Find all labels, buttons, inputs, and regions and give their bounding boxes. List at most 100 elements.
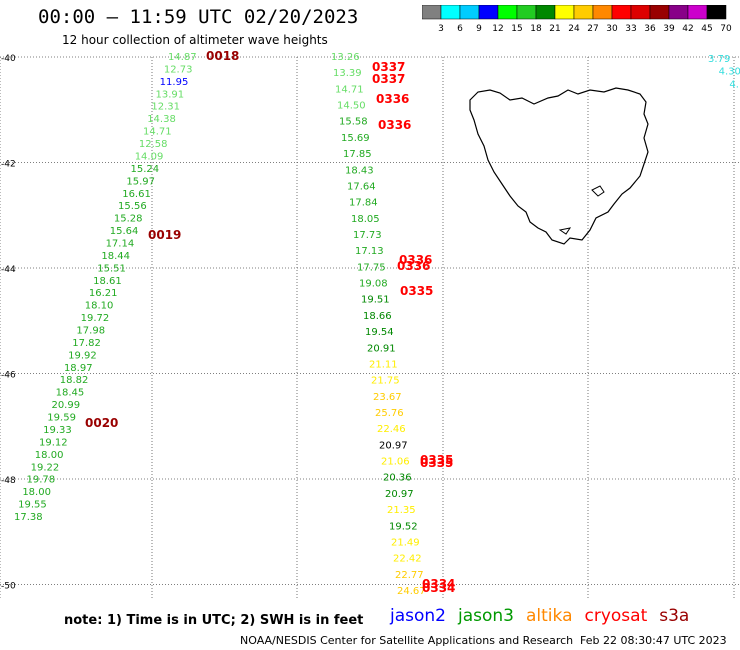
scale-tick-label: 45 bbox=[701, 24, 712, 34]
wave-height-label: 15.56 bbox=[118, 201, 147, 212]
wave-height-label: 11.95 bbox=[160, 77, 189, 88]
track-central: 13.26 13.39 14.71 14.50 15.58 15.69 17.85 18.43… bbox=[331, 52, 455, 597]
wave-height-label: 25.76 bbox=[375, 408, 404, 419]
pass-time-label: 0336 bbox=[378, 118, 411, 132]
wave-height-label: 17.13 bbox=[355, 246, 384, 257]
wave-height-label: 3.79 bbox=[708, 54, 730, 65]
wave-height-label: 22.46 bbox=[377, 424, 406, 435]
pass-time-label: 0336 bbox=[376, 92, 409, 106]
wave-height-label: 12.58 bbox=[139, 139, 168, 150]
wave-height-label: 21.06 bbox=[381, 457, 410, 468]
lat-label: -50 bbox=[1, 582, 16, 592]
satellite-legend: jason2 jason3 altika cryosat s3a bbox=[390, 606, 701, 626]
map-grid bbox=[0, 56, 740, 600]
satellite-cryosat: cryosat bbox=[584, 606, 648, 626]
wave-height-label: 13.91 bbox=[156, 89, 185, 100]
pass-time-label: 0335 bbox=[420, 456, 453, 470]
wave-height-label: 4.30 bbox=[719, 67, 740, 78]
wave-height-label: 14.87 bbox=[168, 52, 197, 63]
pass-time-label: 0020 bbox=[85, 416, 118, 430]
wave-height-label: 19.59 bbox=[47, 413, 76, 424]
scale-tick-label: 70 bbox=[720, 24, 732, 34]
pass-time-label: 0018 bbox=[206, 49, 239, 63]
wave-height-label: 18.43 bbox=[345, 165, 374, 176]
wave-height-label: 18.05 bbox=[351, 214, 380, 225]
wave-height-label: 19.92 bbox=[68, 350, 97, 361]
wave-height-label: 21.49 bbox=[391, 537, 420, 548]
wave-height-label: 17.64 bbox=[347, 181, 376, 192]
wave-height-label: 22.42 bbox=[393, 554, 422, 565]
wave-height-label: 19.54 bbox=[365, 327, 394, 338]
wave-height-label: 19.12 bbox=[39, 437, 68, 448]
scale-tick-label: 42 bbox=[682, 24, 693, 34]
wave-height-label: 14.50 bbox=[337, 101, 366, 112]
footer-note: note: 1) Time is in UTC; 2) SWH is in fe… bbox=[64, 613, 364, 628]
wave-height-label: 18.97 bbox=[64, 363, 93, 374]
scale-tick-label: 30 bbox=[606, 24, 618, 34]
scale-tick-label: 15 bbox=[511, 24, 522, 34]
lat-label: -48 bbox=[1, 476, 16, 486]
wave-height-label: 19.08 bbox=[359, 279, 388, 290]
satellite-s3a: s3a bbox=[659, 606, 690, 626]
wave-height-label: 17.84 bbox=[349, 198, 378, 209]
wave-height-label: 19.22 bbox=[31, 462, 60, 473]
scale-tick-label: 6 bbox=[457, 24, 463, 34]
wave-height-label: 17.14 bbox=[106, 238, 135, 249]
wave-height-label: 18.00 bbox=[22, 487, 51, 498]
tasmania-inlet bbox=[558, 185, 605, 235]
pass-time-label: 0336 bbox=[397, 259, 430, 273]
wave-height-label: 20.99 bbox=[51, 400, 80, 411]
wave-height-label: 22.77 bbox=[395, 570, 424, 581]
pass-time-label: 0337 bbox=[372, 72, 405, 86]
wave-height-label: 17.38 bbox=[14, 512, 43, 523]
scale-tick-label: 33 bbox=[625, 24, 636, 34]
page-subtitle: 12 hour collection of altimeter wave hei… bbox=[62, 33, 328, 47]
wave-height-label: 12.73 bbox=[164, 64, 193, 75]
wave-height-label: 23.67 bbox=[373, 392, 402, 403]
wave-height-label: 19.72 bbox=[81, 313, 110, 324]
pass-time-label: 0337 bbox=[372, 60, 405, 74]
track-east: 3.794.304.14. bbox=[708, 54, 740, 90]
footer-timestamp: Feb 22 08:30:47 UTC 2023 bbox=[580, 634, 727, 647]
wave-height-label: 18.82 bbox=[60, 375, 89, 386]
wave-height-label: 17.98 bbox=[76, 326, 105, 337]
scale-tick-label: 36 bbox=[644, 24, 656, 34]
wave-height-label: 13.26 bbox=[331, 52, 360, 63]
wave-height-label: 18.61 bbox=[93, 276, 122, 287]
pass-time-label: 0335 bbox=[420, 453, 453, 467]
wave-height-label: 16.61 bbox=[122, 189, 151, 200]
wave-height-label: 15.64 bbox=[110, 226, 139, 237]
wave-height-label: 17.73 bbox=[353, 230, 382, 241]
scale-swatch bbox=[706, 5, 727, 20]
scale-tick-label: 21 bbox=[549, 24, 560, 34]
pass-time-label: 0334 bbox=[422, 581, 455, 595]
lat-label: -40 bbox=[1, 54, 16, 64]
wave-height-label: 13.39 bbox=[333, 68, 362, 79]
pass-time-label: 0335 bbox=[400, 284, 433, 298]
wave-height-label: 15.69 bbox=[341, 133, 370, 144]
lat-label: -44 bbox=[1, 265, 16, 275]
wave-height-label: 24.67 bbox=[397, 586, 426, 597]
wave-height-label: 17.82 bbox=[72, 338, 101, 349]
scale-tick-label: 12 bbox=[492, 24, 503, 34]
footer-credit: NOAA/NESDIS Center for Satellite Applica… bbox=[240, 634, 574, 647]
tasmania-coastline bbox=[469, 87, 649, 245]
wave-height-label: 20.91 bbox=[367, 343, 396, 354]
wave-height-label: 18.45 bbox=[56, 388, 85, 399]
scale-tick-label: 3 bbox=[438, 24, 444, 34]
wave-height-label: 12.31 bbox=[151, 102, 180, 113]
wave-height-label: 19.33 bbox=[43, 425, 72, 436]
wave-height-label: 14.38 bbox=[147, 114, 176, 125]
wave-height-label: 17.75 bbox=[357, 262, 386, 273]
wave-height-label: 15.58 bbox=[339, 117, 368, 128]
pass-time-label: 0334 bbox=[422, 577, 455, 591]
page-title: 00:00 – 11:59 UTC 02/20/2023 bbox=[38, 6, 359, 28]
wave-height-label: 15.28 bbox=[114, 214, 143, 225]
wave-height-label: 17.85 bbox=[343, 149, 372, 160]
wave-height-label: 18.10 bbox=[85, 301, 114, 312]
satellite-jason2: jason2 bbox=[390, 606, 446, 626]
wave-height-label: 19.52 bbox=[389, 521, 418, 532]
wave-height-label: 14.71 bbox=[143, 127, 172, 138]
